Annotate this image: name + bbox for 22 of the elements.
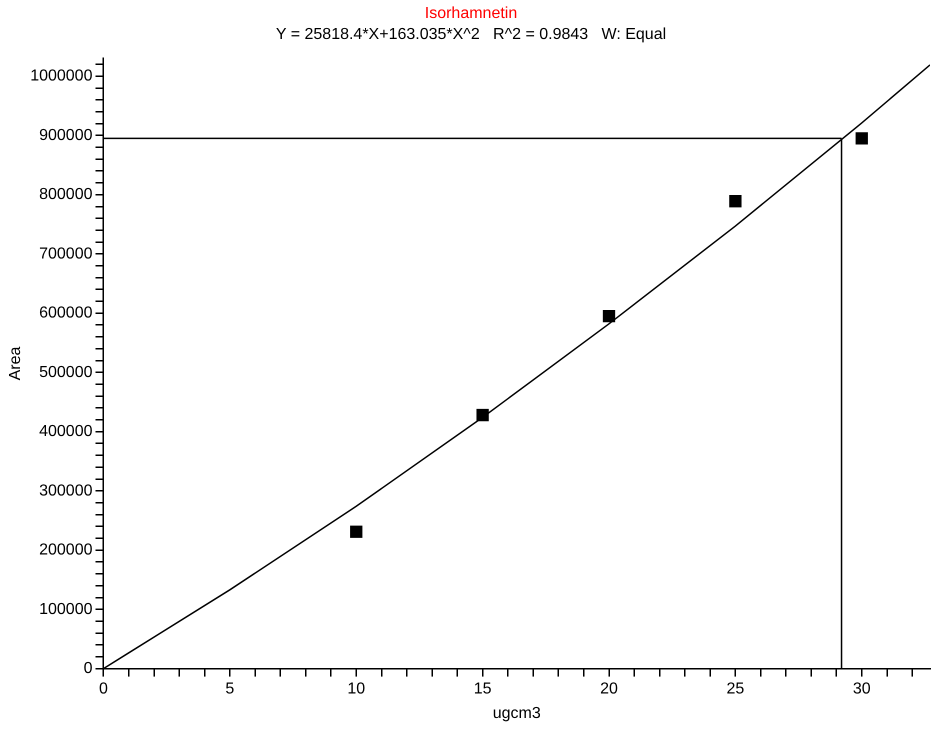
- y-tick-label: 700000: [39, 245, 93, 262]
- x-tick-label: 10: [347, 680, 366, 698]
- chart-title: Isorhamnetin: [424, 5, 518, 22]
- x-tick-label: 25: [726, 680, 744, 698]
- y-tick-label: 600000: [39, 304, 93, 322]
- y-tick-label: 1000000: [30, 68, 93, 85]
- y-tick-label: 400000: [39, 423, 93, 440]
- y-tick-label: 300000: [39, 482, 93, 500]
- y-tick-label: 0: [84, 660, 93, 678]
- x-tick-label: 20: [600, 680, 618, 698]
- y-tick-label: 200000: [39, 542, 93, 559]
- x-tick-label: 15: [474, 680, 492, 698]
- y-tick-label: 100000: [39, 600, 93, 618]
- x-tick-label: 30: [852, 680, 871, 698]
- y-tick-label: 800000: [39, 186, 93, 204]
- chart-subtitle: Y = 25818.4*X+163.035*X^2 R^2 = 0.9843 W: Equal: [276, 26, 666, 44]
- x-axis-title: ugcm3: [492, 704, 541, 722]
- x-tick-label: 0: [99, 680, 108, 698]
- y-tick-label: 900000: [39, 126, 93, 144]
- y-tick-label: 500000: [39, 364, 93, 381]
- x-tick-label: 5: [225, 680, 234, 698]
- y-axis-title: Area: [7, 346, 24, 380]
